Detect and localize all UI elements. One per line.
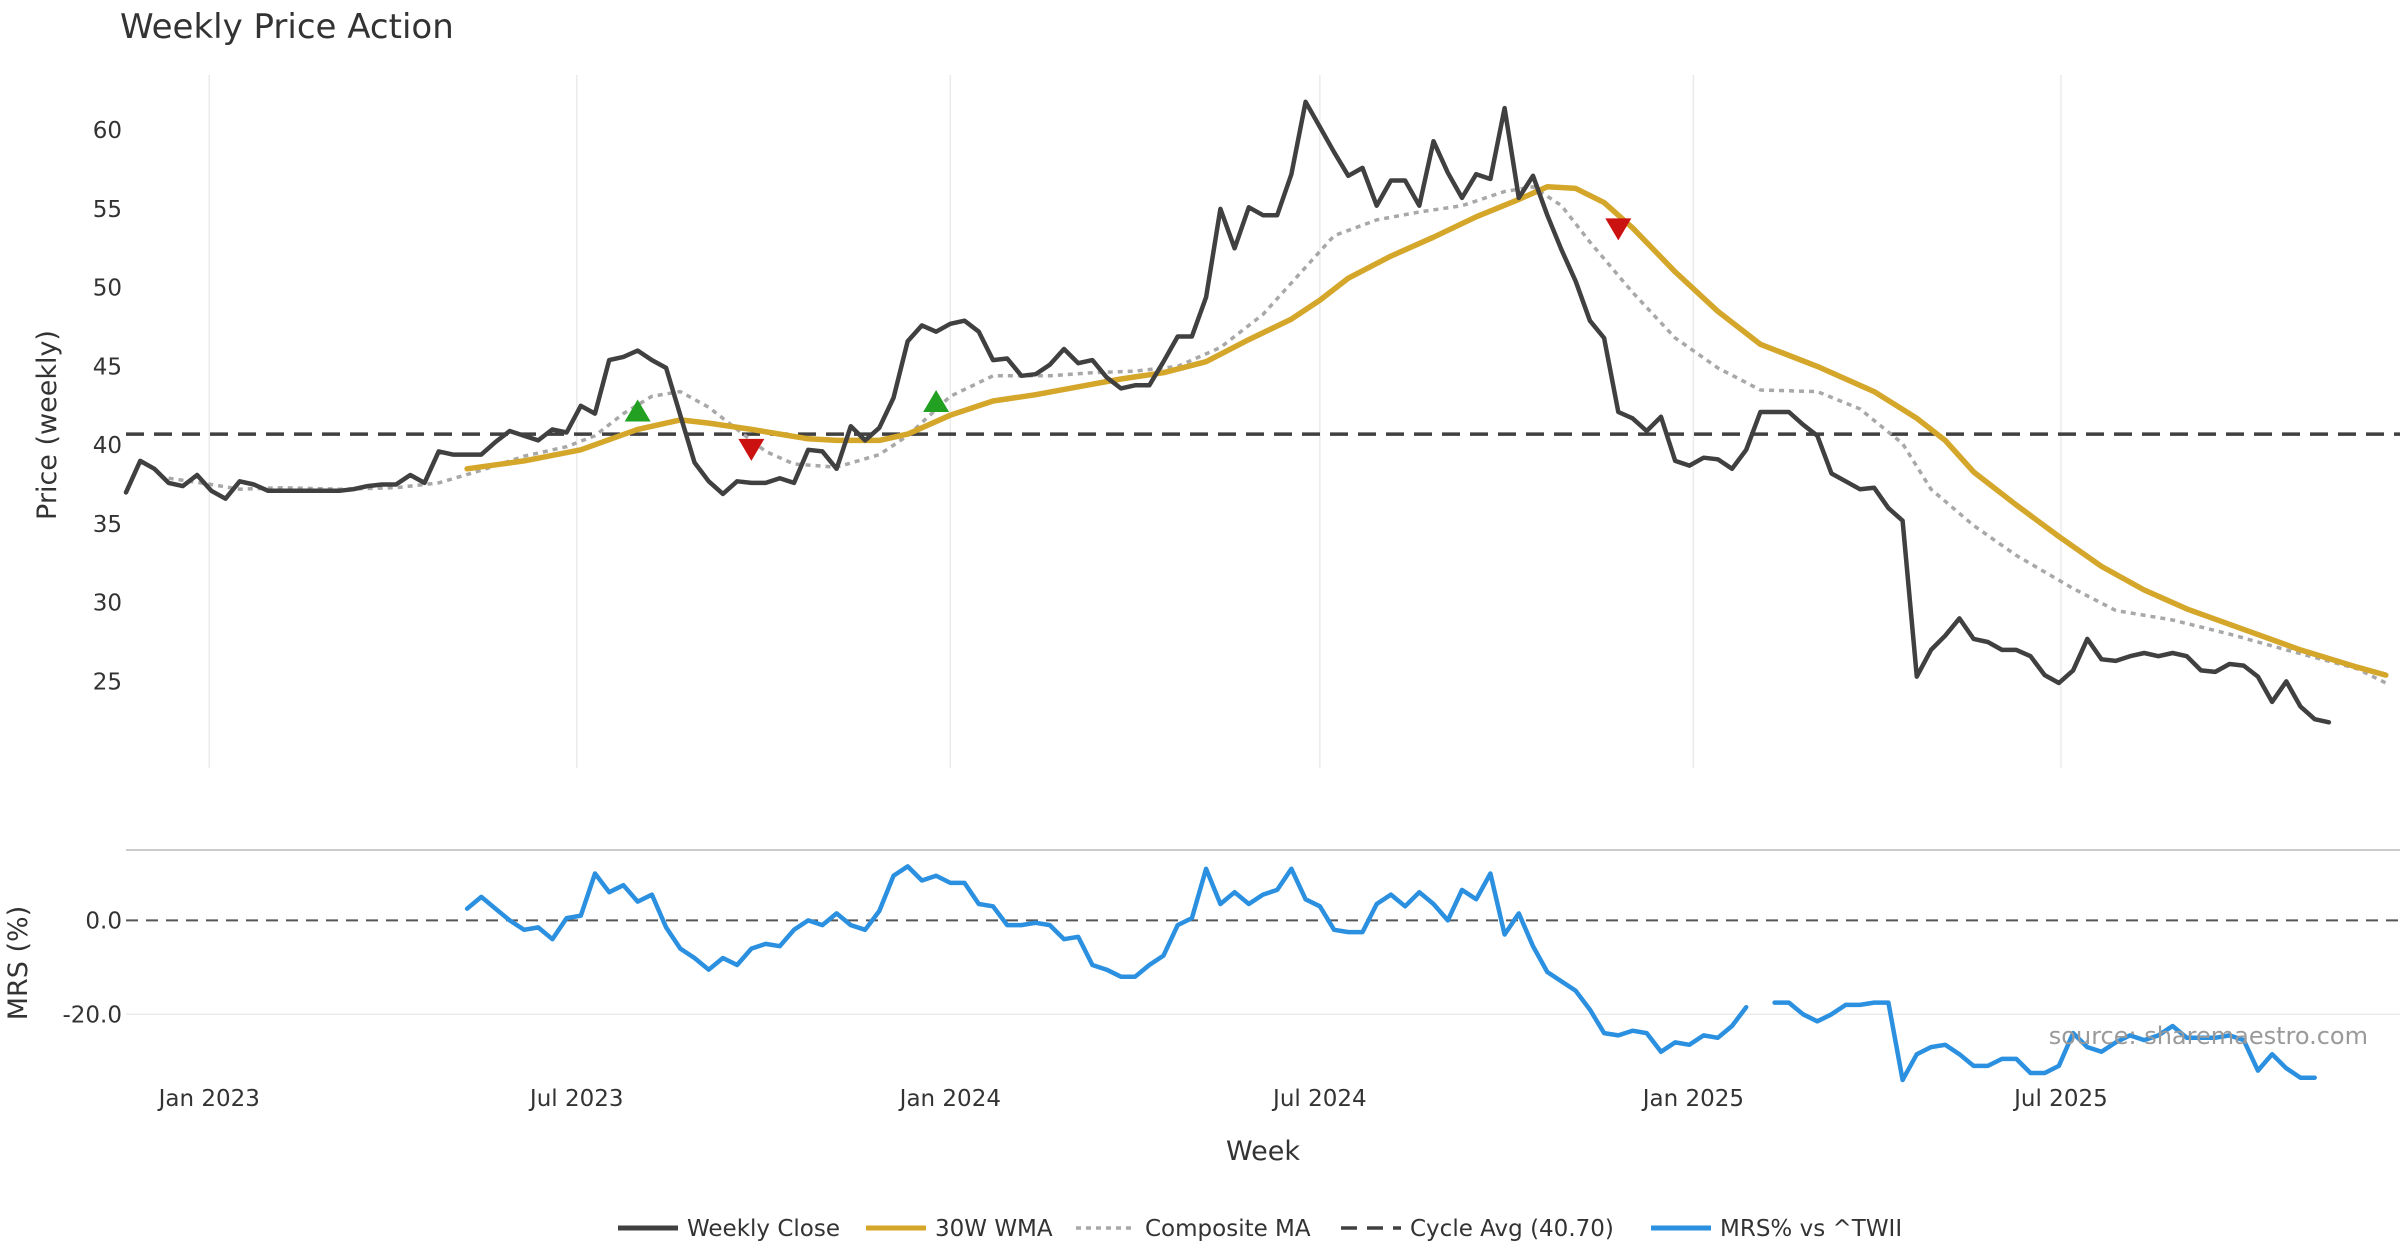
price-y-tick-label: 50 — [93, 276, 122, 302]
x-axis-label: Week — [1226, 1136, 1300, 1167]
x-ticks: Jan 2023 Jul 2023 Jan 2024 Jul 2024 Jan 2025… — [157, 1086, 2108, 1112]
x-tick-label: Jul 2024 — [1271, 1086, 1367, 1112]
price-series-group — [123, 99, 2400, 725]
mrs-y-tick-label: -20.0 — [62, 1002, 122, 1028]
chart-title: Weekly Price Action — [120, 7, 454, 47]
price-y-tick-label: 35 — [93, 512, 122, 538]
price-y-ticks: 25 30 35 40 45 50 55 60 — [93, 118, 122, 695]
legend-label: Composite MA — [1145, 1216, 1311, 1242]
legend-label: Cycle Avg (40.70) — [1410, 1216, 1614, 1242]
price-y-tick-label: 40 — [93, 433, 122, 459]
price-grid — [208, 75, 2062, 768]
legend-label: Weekly Close — [687, 1216, 840, 1242]
mrs-grid — [126, 919, 2400, 1016]
legend: Weekly Close 30W WMA Composite MA Cycle Avg… — [618, 1216, 1902, 1242]
watermark: source: sharemaestro.com — [2049, 1022, 2368, 1050]
mrs-y-axis-label: MRS (%) — [3, 906, 34, 1021]
legend-label: 30W WMA — [935, 1216, 1053, 1242]
sell-signal-marker — [738, 438, 765, 461]
price-y-axis-label: Price (weekly) — [32, 330, 63, 520]
price-y-tick-label: 25 — [93, 669, 122, 695]
wma-30w-line — [464, 184, 2389, 678]
signal-markers — [624, 218, 1632, 461]
mrs-series-group — [464, 864, 2317, 1083]
x-tick-label: Jul 2025 — [2012, 1086, 2108, 1112]
price-y-tick-label: 55 — [93, 197, 122, 223]
x-tick-label: Jan 2025 — [1641, 1086, 1744, 1112]
mrs-line — [1772, 1000, 2317, 1083]
x-tick-label: Jul 2023 — [528, 1086, 624, 1112]
composite-ma-line — [168, 185, 2387, 685]
sell-signal-marker — [1605, 218, 1632, 241]
buy-signal-marker — [624, 399, 651, 422]
legend-label: MRS% vs ^TWII — [1720, 1216, 1902, 1242]
mrs-y-ticks: 0.0 -20.0 — [62, 908, 122, 1028]
x-tick-label: Jan 2024 — [898, 1086, 1001, 1112]
weekly-close-line — [123, 99, 2332, 725]
mrs-y-tick-label: 0.0 — [85, 908, 122, 934]
price-y-tick-label: 45 — [93, 354, 122, 380]
mrs-line — [464, 864, 1749, 1055]
x-tick-label: Jan 2023 — [157, 1086, 260, 1112]
buy-signal-marker — [923, 390, 950, 413]
price-y-tick-label: 30 — [93, 591, 122, 617]
price-y-tick-label: 60 — [93, 118, 122, 144]
